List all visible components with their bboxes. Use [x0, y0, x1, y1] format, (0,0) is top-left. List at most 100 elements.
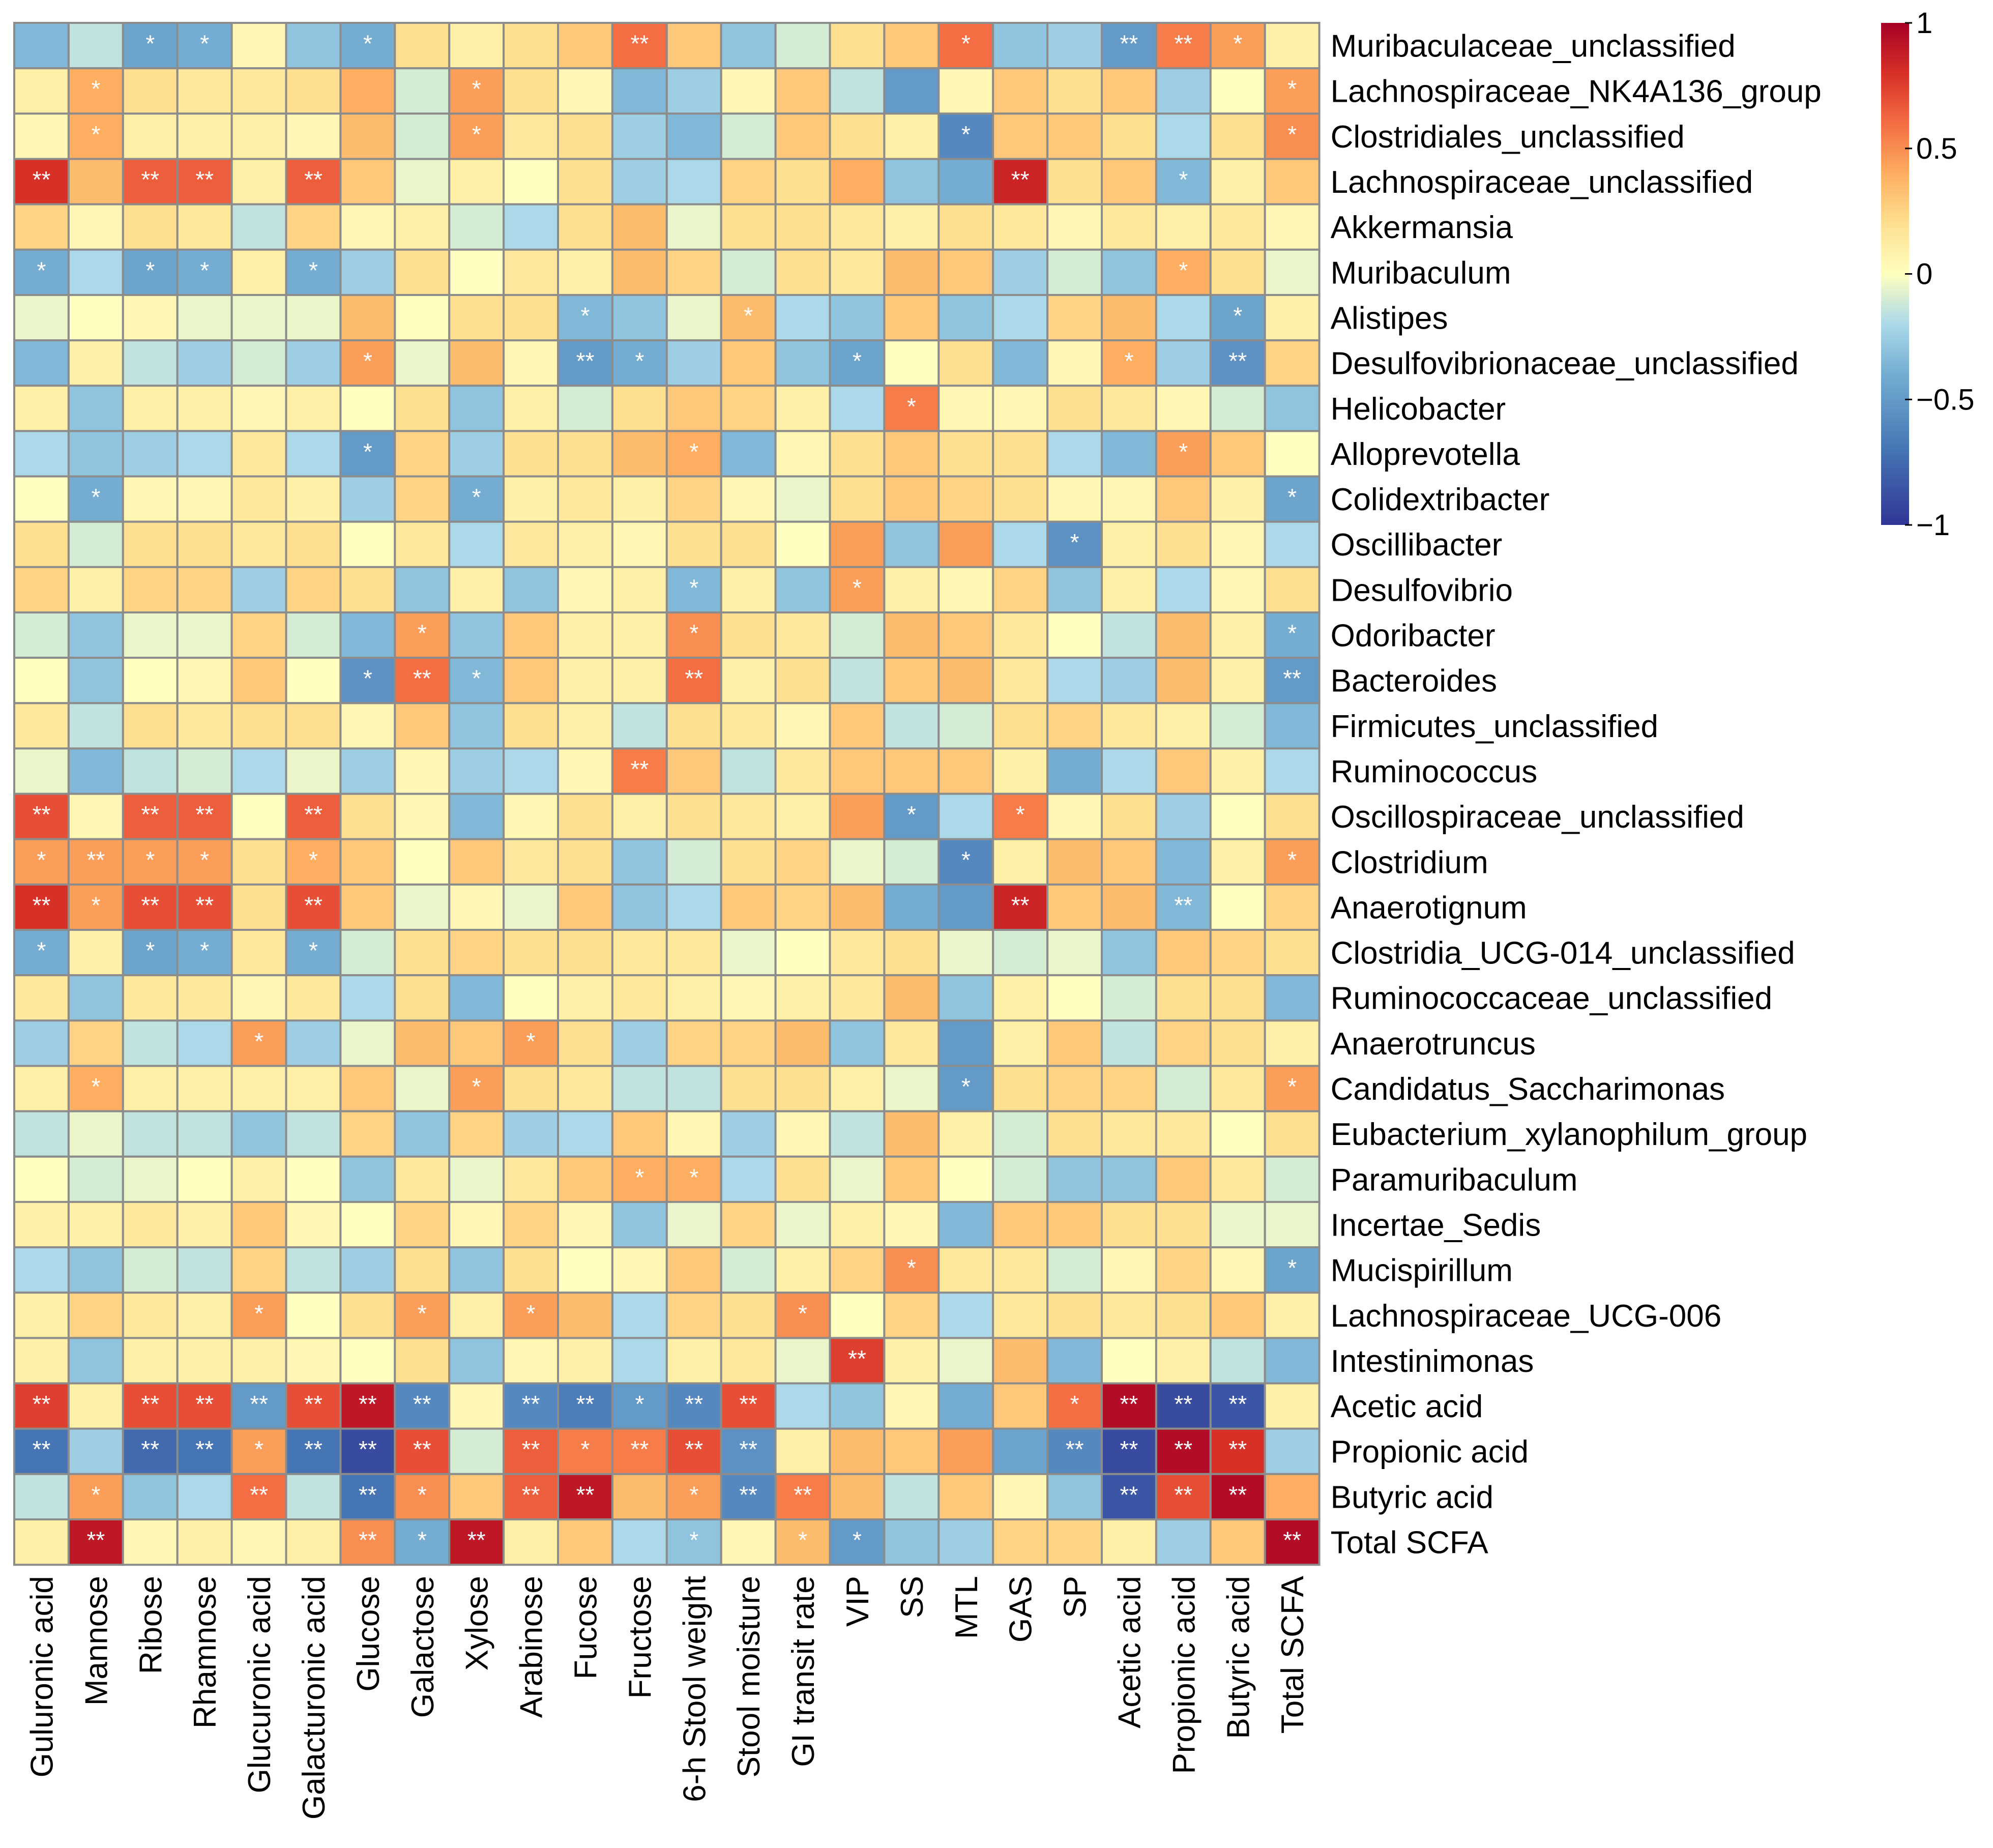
significance-marker: * — [907, 801, 916, 828]
significance-marker: * — [91, 1073, 100, 1100]
significance-marker: * — [418, 620, 427, 647]
heatmap-cell — [774, 793, 831, 840]
significance-marker: * — [91, 76, 100, 102]
heatmap-cell — [67, 974, 124, 1022]
heatmap-cell — [937, 1518, 994, 1566]
heatmap-cell — [720, 1246, 777, 1294]
heatmap-cell — [1209, 1246, 1266, 1294]
heatmap-cell — [829, 838, 886, 886]
heatmap-cell — [176, 67, 233, 115]
heatmap-cell — [285, 1292, 342, 1339]
heatmap-cell — [557, 1518, 613, 1566]
row-label: Clostridia_UCG-014_unclassified — [1331, 936, 1795, 971]
heatmap-cell — [883, 1110, 940, 1158]
heatmap-cell — [230, 158, 287, 206]
heatmap-cell — [394, 657, 451, 705]
heatmap-cell — [503, 657, 559, 705]
heatmap-cell — [285, 158, 342, 206]
heatmap-cell — [176, 1200, 233, 1249]
heatmap-cell — [557, 475, 613, 523]
heatmap-cell — [448, 1292, 505, 1339]
significance-marker: ** — [304, 166, 323, 193]
heatmap-cell — [503, 1337, 559, 1385]
heatmap-cell — [1046, 566, 1103, 614]
heatmap-cell — [829, 1065, 886, 1112]
heatmap-cell — [774, 1382, 831, 1430]
heatmap-cell — [992, 430, 1049, 478]
heatmap-cell — [1046, 385, 1103, 432]
heatmap-cell — [122, 702, 179, 750]
significance-marker: * — [309, 846, 318, 873]
significance-marker: * — [635, 1164, 644, 1190]
heatmap-cell — [720, 203, 777, 251]
heatmap-cell — [1155, 248, 1212, 296]
heatmap-cell — [1101, 566, 1157, 614]
heatmap-cell — [1264, 1246, 1321, 1294]
heatmap-cell — [176, 566, 233, 614]
heatmap-cell — [122, 657, 179, 705]
heatmap-cell — [665, 1246, 722, 1294]
heatmap-cell — [230, 112, 287, 160]
significance-marker: ** — [576, 348, 595, 374]
heatmap-cell — [394, 1200, 451, 1249]
row-label: Lachnospiraceae_NK4A136_group — [1331, 74, 1822, 109]
significance-marker: * — [1070, 529, 1079, 555]
significance-marker: * — [1287, 1073, 1297, 1100]
heatmap-cell — [448, 1473, 505, 1521]
heatmap-cell — [1046, 1518, 1103, 1566]
heatmap-cell — [883, 158, 940, 206]
significance-markers: * * * ** * ** ** ** * ** * * *** ** ** ** ** ** * * * ** * ** **… — [33, 31, 1302, 1553]
heatmap-cell — [67, 1246, 124, 1294]
row-label: Odoribacter — [1331, 619, 1496, 654]
heatmap-cell — [829, 1473, 886, 1521]
heatmap-cell — [883, 883, 940, 931]
heatmap-cell — [230, 793, 287, 840]
heatmap-cell — [1209, 702, 1266, 750]
row-label: Ruminococcus — [1331, 754, 1538, 789]
heatmap-cell — [1155, 1382, 1212, 1430]
heatmap-cell — [611, 1473, 668, 1521]
significance-marker: ** — [141, 1436, 159, 1462]
heatmap-cell — [67, 1337, 124, 1385]
heatmap-cell — [1209, 974, 1266, 1022]
significance-marker: ** — [86, 1527, 105, 1553]
heatmap-cell — [665, 520, 722, 568]
significance-marker: ** — [141, 892, 159, 918]
heatmap-cell — [1264, 475, 1321, 523]
heatmap-cell — [448, 430, 505, 478]
heatmap-cell — [883, 112, 940, 160]
significance-marker: * — [853, 348, 862, 374]
significance-marker: ** — [1283, 1527, 1301, 1553]
heatmap-cell — [665, 475, 722, 523]
heatmap-cell — [13, 1518, 70, 1566]
heatmap-cell — [992, 339, 1049, 387]
heatmap-cell — [992, 1518, 1049, 1566]
heatmap-cell — [992, 112, 1049, 160]
heatmap-cell — [230, 1200, 287, 1249]
heatmap-cell — [720, 22, 777, 70]
row-label: Intestinimonas — [1331, 1344, 1534, 1379]
heatmap-cell — [1101, 1200, 1157, 1249]
heatmap-cell — [557, 838, 613, 886]
column-label: Fucose — [569, 1576, 604, 1679]
heatmap-cell — [992, 1200, 1049, 1249]
heatmap-cell — [829, 248, 886, 296]
heatmap-cell — [339, 566, 396, 614]
heatmap-cell — [339, 22, 396, 70]
significance-marker: * — [200, 257, 209, 283]
heatmap-cell — [883, 1427, 940, 1475]
heatmap-cell — [448, 1246, 505, 1294]
heatmap-cell — [1209, 22, 1266, 70]
heatmap-cell — [883, 1019, 940, 1067]
heatmap-cell — [230, 339, 287, 387]
heatmap-cell — [394, 793, 451, 840]
heatmap-cell — [13, 1019, 70, 1067]
heatmap-cell — [720, 248, 777, 296]
heatmap-cell — [829, 1019, 886, 1067]
heatmap-cell — [557, 1292, 613, 1339]
heatmap-cell — [992, 475, 1049, 523]
heatmap-cell — [176, 1337, 233, 1385]
heatmap-cell — [285, 929, 342, 977]
heatmap-cell — [720, 883, 777, 931]
heatmap-cell — [67, 248, 124, 296]
